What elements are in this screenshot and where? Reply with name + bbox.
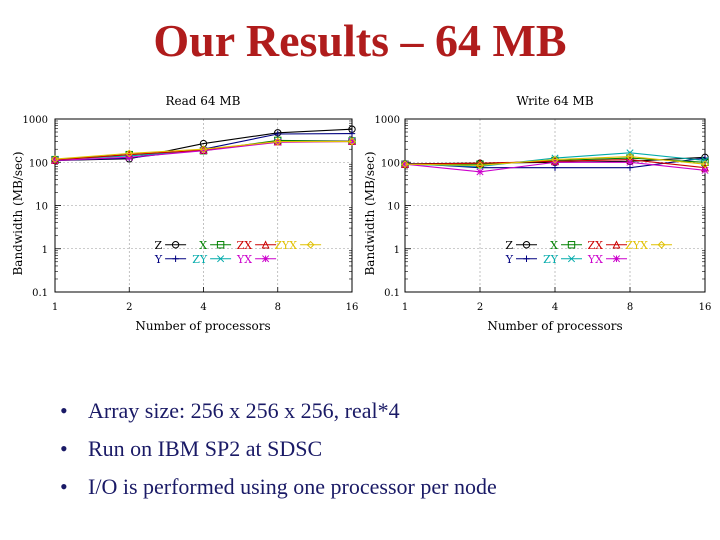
legend-marker: [261, 240, 270, 249]
x-tick-label: 1: [52, 302, 58, 313]
data-point: [199, 145, 208, 154]
bullet-item: • Array size: 256 x 256 x 256, real*4: [60, 392, 497, 430]
y-axis-label: Bandwidth (MB/sec): [363, 151, 377, 275]
legend-label: Z: [505, 239, 513, 252]
legend-label: ZY: [192, 253, 208, 266]
x-tick-label: 4: [200, 302, 206, 313]
x-tick-label: 8: [275, 302, 281, 313]
data-point: [125, 149, 134, 158]
data-point: [551, 155, 559, 164]
legend-label: Z: [154, 239, 162, 252]
legend-label: ZY: [543, 253, 559, 266]
charts-canvas: Read 64 MB Bandwidth (MB/sec) Number of pr…: [11, 94, 711, 333]
legend-label: ZX: [588, 239, 604, 252]
x-tick-label: 16: [699, 302, 712, 313]
y-tick-label: 0.1: [32, 288, 48, 299]
data-point: [51, 156, 59, 165]
bullet-text: Array size: 256 x 256 x 256, real*4: [88, 398, 400, 423]
y-tick-label: 1: [394, 245, 400, 256]
x-axis-label: Number of processors: [135, 319, 270, 333]
legend-label: ZX: [237, 239, 253, 252]
x-tick-label: 4: [552, 302, 558, 313]
bullet-item: • I/O is performed using one processor pe…: [60, 468, 497, 506]
data-point: [476, 168, 484, 176]
bullet-dot-icon: •: [60, 398, 68, 423]
data-point: [551, 164, 559, 171]
legend-marker: [567, 241, 576, 249]
bullet-dot-icon: •: [60, 436, 68, 461]
bullet-text: I/O is performed using one processor per…: [88, 474, 497, 499]
legend-marker: [171, 241, 180, 249]
legend-marker: [523, 255, 530, 262]
data-point: [626, 158, 634, 166]
legend-label: ZYX: [625, 239, 648, 252]
x-axis-label: Number of processors: [487, 319, 622, 333]
legend-marker: [522, 241, 531, 249]
data-point: [401, 160, 409, 169]
legend-marker: [612, 240, 621, 249]
write-chart: Write 64 MB Bandwidth (MB/sec) Number of p…: [363, 94, 711, 333]
x-tick-label: 16: [346, 302, 359, 313]
legend-marker: [172, 255, 179, 262]
y-tick-label: 100: [381, 158, 400, 169]
x-tick-label: 2: [126, 302, 132, 313]
data-point: [274, 130, 281, 138]
data-point: [274, 138, 282, 146]
bullet-list: • Array size: 256 x 256 x 256, real*4 • Ru…: [60, 392, 497, 506]
series-line: [404, 156, 706, 166]
legend-marker: [657, 240, 666, 249]
data-point: [701, 160, 709, 169]
data-point: [348, 137, 356, 146]
data-point: [701, 166, 709, 174]
data-point: [348, 130, 356, 137]
legend-marker: [306, 240, 315, 249]
x-tick-label: 2: [477, 302, 483, 313]
legend-marker: [567, 255, 576, 263]
y-tick-label: 1000: [23, 115, 48, 126]
legend-label: ZYX: [274, 239, 297, 252]
legend-marker: [612, 255, 621, 263]
legend-marker: [217, 255, 225, 263]
legend-label: X: [199, 239, 207, 252]
data-point: [626, 152, 634, 161]
data-point: [626, 164, 634, 171]
y-axis-label: Bandwidth (MB/sec): [11, 151, 25, 275]
read-chart: Read 64 MB Bandwidth (MB/sec) Number of pr…: [11, 94, 358, 333]
legend-label: Y: [154, 253, 163, 266]
data-point: [199, 147, 208, 155]
legend-marker: [262, 255, 270, 263]
legend-label: Y: [505, 253, 514, 266]
bullet-text: Run on IBM SP2 at SDSC: [88, 436, 323, 461]
chart-title: Read 64 MB: [166, 94, 241, 108]
data-point: [476, 161, 484, 170]
y-tick-label: 100: [29, 158, 48, 169]
legend-label: YX: [236, 253, 252, 266]
x-tick-label: 8: [627, 302, 633, 313]
data-point: [273, 137, 282, 146]
y-tick-label: 1000: [375, 115, 400, 126]
y-tick-label: 10: [35, 202, 48, 213]
y-tick-label: 10: [387, 202, 400, 213]
legend-label: YX: [587, 253, 603, 266]
y-tick-label: 1: [42, 245, 48, 256]
x-tick-label: 1: [402, 302, 408, 313]
series-line: [54, 141, 352, 160]
slide-title: Our Results – 64 MB: [153, 15, 567, 66]
bullet-dot-icon: •: [60, 474, 68, 499]
chart-title: Write 64 MB: [516, 94, 593, 108]
data-point: [51, 155, 59, 164]
legend-label: X: [550, 239, 558, 252]
bullet-item: • Run on IBM SP2 at SDSC: [60, 430, 497, 468]
y-tick-label: 0.1: [384, 288, 400, 299]
legend-marker: [216, 241, 225, 249]
